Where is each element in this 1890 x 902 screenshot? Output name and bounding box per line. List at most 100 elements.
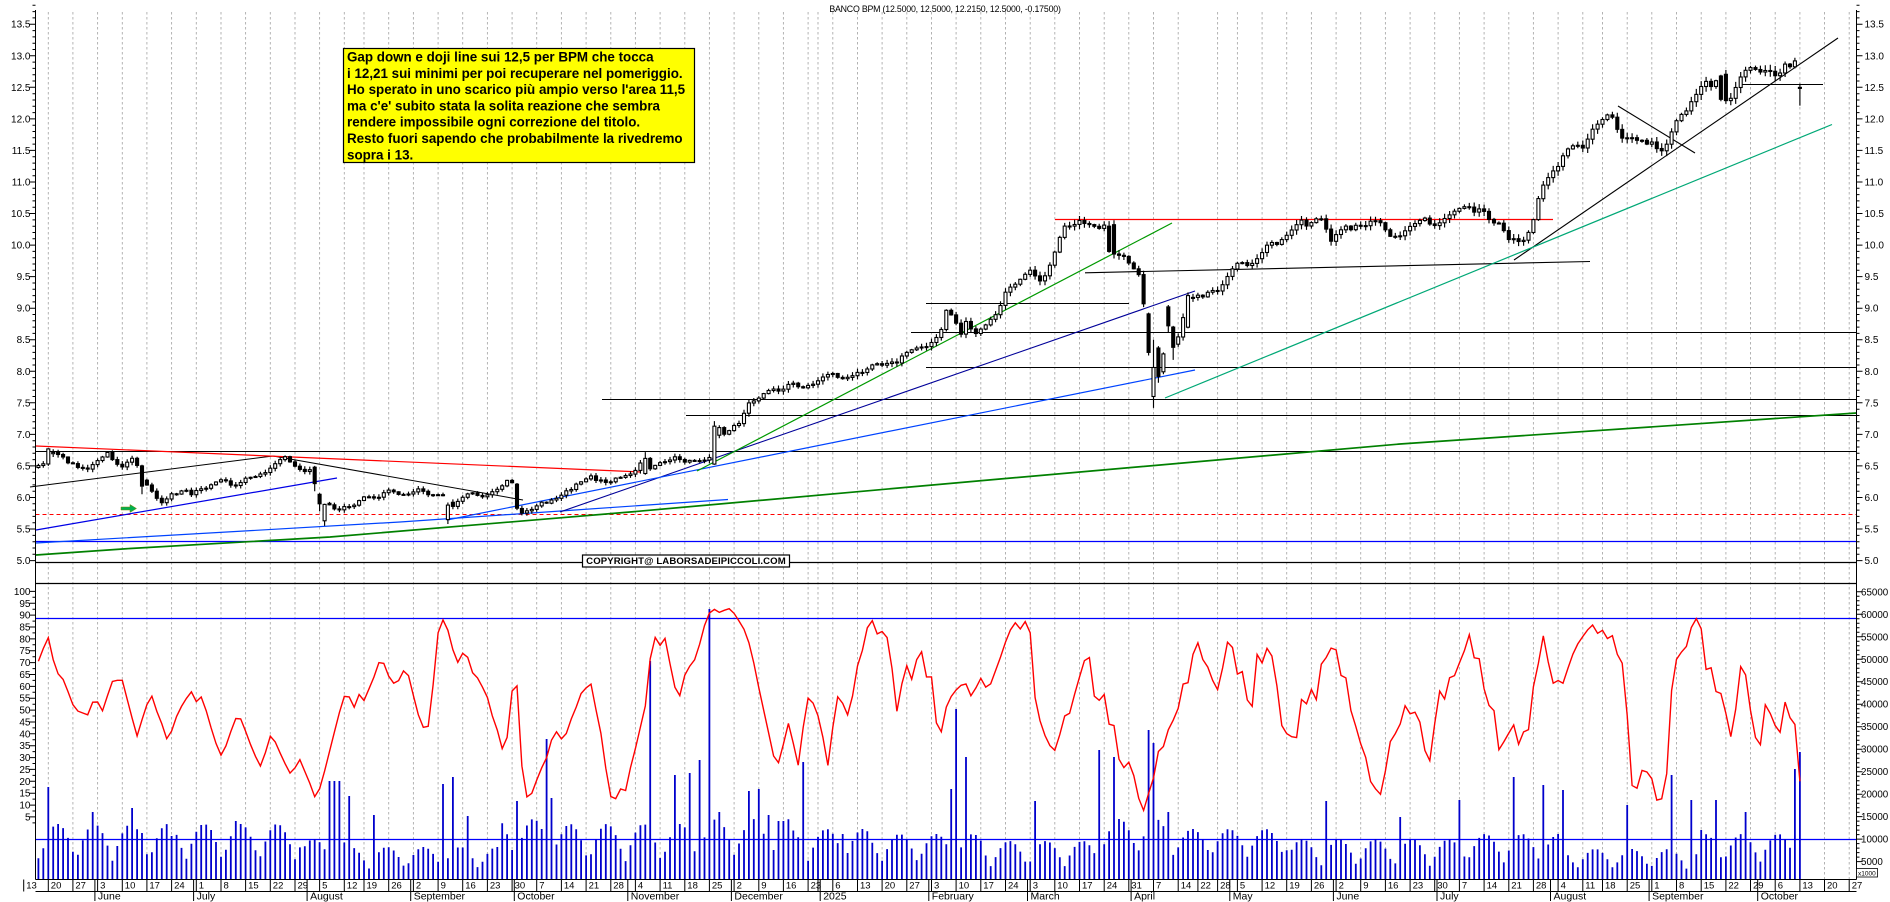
svg-text:14: 14 bbox=[1181, 881, 1192, 892]
svg-text:31: 31 bbox=[1131, 881, 1142, 892]
svg-text:75: 75 bbox=[19, 646, 31, 657]
svg-text:3: 3 bbox=[934, 881, 939, 892]
svg-text:35: 35 bbox=[19, 741, 31, 752]
svg-text:3: 3 bbox=[100, 881, 105, 892]
svg-text:1: 1 bbox=[199, 881, 204, 892]
svg-text:10.5: 10.5 bbox=[11, 209, 31, 220]
svg-text:10.0: 10.0 bbox=[1865, 241, 1885, 252]
svg-text:10000: 10000 bbox=[1861, 835, 1889, 846]
svg-text:30000: 30000 bbox=[1861, 745, 1889, 756]
svg-text:12.5: 12.5 bbox=[1865, 83, 1885, 94]
svg-text:May: May bbox=[1233, 891, 1254, 902]
svg-text:27: 27 bbox=[1852, 881, 1863, 892]
svg-text:6: 6 bbox=[835, 881, 840, 892]
svg-text:85: 85 bbox=[19, 623, 31, 634]
svg-text:25: 25 bbox=[19, 765, 31, 776]
svg-text:7.0: 7.0 bbox=[1865, 430, 1879, 441]
svg-text:28: 28 bbox=[1536, 881, 1547, 892]
svg-text:5: 5 bbox=[322, 881, 327, 892]
svg-text:18: 18 bbox=[687, 881, 698, 892]
svg-text:8: 8 bbox=[1679, 881, 1684, 892]
svg-text:7.0: 7.0 bbox=[17, 430, 31, 441]
svg-text:COPYRIGHT@ LABORSADEIPICCOLI.C: COPYRIGHT@ LABORSADEIPICCOLI.COM bbox=[586, 556, 786, 567]
svg-text:12.5: 12.5 bbox=[11, 83, 31, 94]
svg-text:5: 5 bbox=[1240, 881, 1245, 892]
svg-text:13: 13 bbox=[860, 881, 871, 892]
svg-text:Ho sperato in uno scarico più: Ho sperato in uno scarico più ampio vers… bbox=[347, 82, 686, 97]
svg-text:June: June bbox=[98, 891, 121, 902]
svg-text:45000: 45000 bbox=[1861, 677, 1889, 688]
svg-text:27: 27 bbox=[909, 881, 920, 892]
svg-text:17: 17 bbox=[149, 881, 160, 892]
svg-text:8.5: 8.5 bbox=[1865, 335, 1879, 346]
svg-text:25: 25 bbox=[1630, 881, 1641, 892]
svg-text:5: 5 bbox=[25, 812, 31, 823]
svg-text:9: 9 bbox=[1363, 881, 1368, 892]
svg-text:21: 21 bbox=[1511, 881, 1522, 892]
svg-text:22: 22 bbox=[273, 881, 284, 892]
svg-text:4: 4 bbox=[638, 881, 643, 892]
svg-text:13: 13 bbox=[26, 881, 37, 892]
svg-text:11.0: 11.0 bbox=[12, 178, 31, 189]
svg-text:60000: 60000 bbox=[1861, 610, 1889, 621]
svg-text:20: 20 bbox=[1827, 881, 1838, 892]
svg-text:15: 15 bbox=[1704, 881, 1715, 892]
svg-text:20000: 20000 bbox=[1861, 790, 1889, 801]
svg-text:December: December bbox=[734, 891, 783, 902]
svg-text:Gap down e doji line sui 12,5: Gap down e doji line sui 12,5 per BPM ch… bbox=[347, 50, 654, 65]
svg-text:ma c'e' subito stata la solita: ma c'e' subito stata la solita reazione … bbox=[347, 98, 661, 113]
svg-text:3: 3 bbox=[1033, 881, 1038, 892]
svg-text:1: 1 bbox=[1654, 881, 1659, 892]
svg-text:5.5: 5.5 bbox=[1865, 525, 1879, 536]
svg-text:23: 23 bbox=[811, 881, 822, 892]
svg-text:19: 19 bbox=[1289, 881, 1300, 892]
svg-text:sopra i 13.: sopra i 13. bbox=[347, 147, 413, 162]
svg-text:10: 10 bbox=[125, 881, 136, 892]
svg-text:10: 10 bbox=[959, 881, 970, 892]
svg-text:25: 25 bbox=[712, 881, 723, 892]
svg-text:12.0: 12.0 bbox=[11, 114, 31, 125]
svg-text:12: 12 bbox=[1265, 881, 1276, 892]
svg-text:5000: 5000 bbox=[1861, 857, 1883, 868]
svg-text:23: 23 bbox=[1413, 881, 1424, 892]
svg-text:6: 6 bbox=[1778, 881, 1783, 892]
svg-text:15: 15 bbox=[19, 789, 31, 800]
svg-text:2025: 2025 bbox=[823, 891, 847, 902]
svg-text:5.0: 5.0 bbox=[17, 556, 31, 567]
svg-text:70: 70 bbox=[19, 658, 31, 669]
svg-text:BANCO BPM (12.5000, 12.5000, 1: BANCO BPM (12.5000, 12.5000, 12.2150, 12… bbox=[829, 4, 1061, 14]
svg-text:12: 12 bbox=[347, 881, 358, 892]
svg-text:rendere impossibile ogni corre: rendere impossibile ogni correzione del … bbox=[347, 115, 640, 130]
svg-text:16: 16 bbox=[1388, 881, 1399, 892]
svg-text:7.5: 7.5 bbox=[17, 398, 31, 409]
svg-text:26: 26 bbox=[1314, 881, 1325, 892]
svg-text:20: 20 bbox=[51, 881, 62, 892]
svg-text:55000: 55000 bbox=[1861, 632, 1889, 643]
svg-text:July: July bbox=[197, 891, 216, 902]
svg-text:22: 22 bbox=[1200, 881, 1211, 892]
svg-text:16: 16 bbox=[786, 881, 797, 892]
svg-text:September: September bbox=[414, 891, 466, 902]
svg-text:65: 65 bbox=[19, 670, 31, 681]
svg-text:13.0: 13.0 bbox=[11, 51, 31, 62]
svg-text:29: 29 bbox=[298, 881, 309, 892]
svg-text:13.5: 13.5 bbox=[1865, 20, 1885, 31]
svg-text:28: 28 bbox=[613, 881, 624, 892]
svg-text:27: 27 bbox=[75, 881, 86, 892]
svg-text:June: June bbox=[1336, 891, 1359, 902]
svg-text:11.0: 11.0 bbox=[1865, 178, 1884, 189]
svg-text:24: 24 bbox=[1107, 881, 1118, 892]
svg-text:65000: 65000 bbox=[1861, 587, 1889, 598]
svg-text:80: 80 bbox=[19, 634, 31, 645]
svg-text:13.5: 13.5 bbox=[11, 20, 31, 31]
svg-text:55: 55 bbox=[19, 694, 31, 705]
svg-text:2: 2 bbox=[737, 881, 742, 892]
svg-text:8: 8 bbox=[224, 881, 229, 892]
svg-text:13.0: 13.0 bbox=[1865, 51, 1885, 62]
svg-text:95: 95 bbox=[19, 599, 31, 610]
svg-text:July: July bbox=[1440, 891, 1459, 902]
svg-text:11: 11 bbox=[1585, 881, 1595, 892]
svg-text:6.5: 6.5 bbox=[1865, 461, 1879, 472]
svg-text:19: 19 bbox=[367, 881, 378, 892]
svg-text:29: 29 bbox=[1753, 881, 1764, 892]
